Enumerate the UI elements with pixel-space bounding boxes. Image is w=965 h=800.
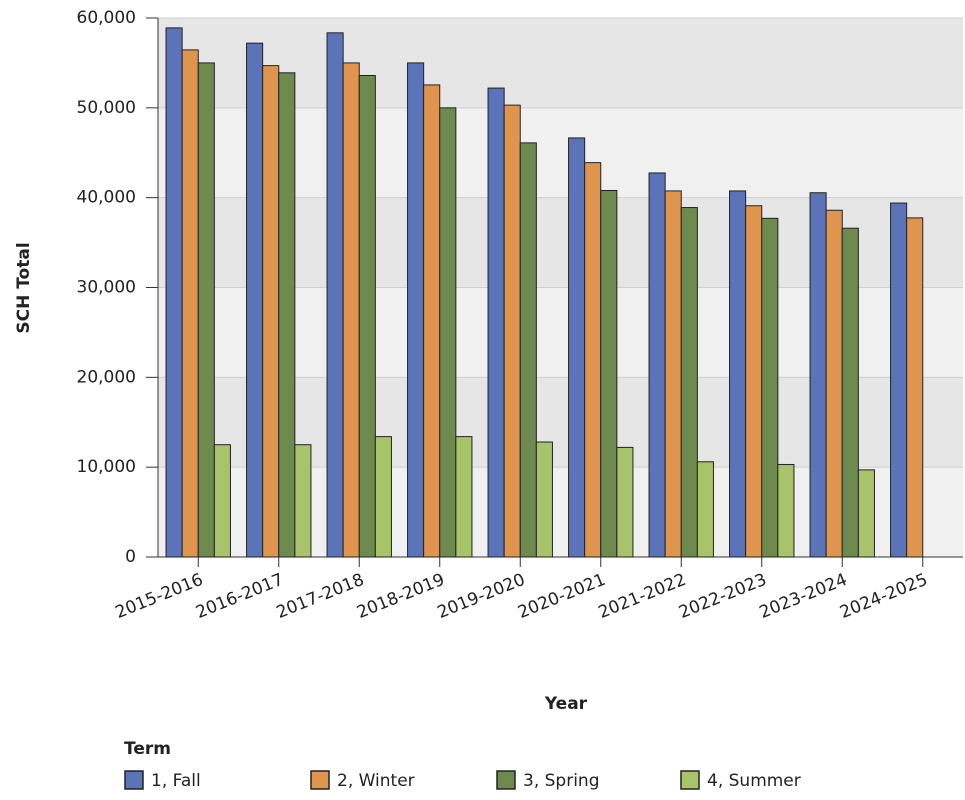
bar [584,162,602,558]
bar [342,62,360,558]
bar [326,32,344,558]
bar [181,49,199,558]
bar [423,84,441,558]
bar [165,27,183,558]
bar [455,436,473,558]
bar [825,209,843,558]
bar [568,137,586,558]
bar [374,436,392,558]
legend-swatch [496,770,516,790]
y-tick-label: 60,000 [77,8,136,28]
x-tick-label: 2016-2017 [193,570,286,623]
x-tick-label: 2017-2018 [274,570,367,623]
y-tick-label: 30,000 [77,278,136,298]
y-axis-label: SCH Total [14,242,34,333]
x-tick-label: 2024-2025 [837,570,930,623]
y-tick-label: 20,000 [77,367,136,387]
bar [197,62,215,558]
y-tick-label: 0 [125,547,136,567]
bar [487,87,505,558]
x-tick-label: 2021-2022 [596,570,689,623]
bar [294,444,312,558]
bar [777,463,795,558]
bar [358,74,376,558]
bar [439,107,457,558]
bar [664,190,682,558]
bar [600,189,618,558]
y-tick-label: 10,000 [77,457,136,477]
bar [906,217,924,558]
legend-label: 1, Fall [151,771,201,791]
legend-swatch [310,770,330,790]
x-tick-label: 2023-2024 [757,570,850,623]
bar [761,217,779,558]
legend-swatch [680,770,700,790]
bar [857,469,875,558]
legend-label: 2, Winter [337,771,415,791]
legend-swatch [124,770,144,790]
bar [841,227,859,558]
x-axis-label: Year [544,694,588,714]
x-tick-label: 2018-2019 [354,570,447,623]
bar [503,104,521,558]
y-tick-label: 50,000 [77,98,136,118]
bar [616,446,634,558]
bar [648,172,666,558]
legend-title: Term [124,739,171,759]
x-tick-label: 2020-2021 [515,570,608,623]
bar [890,202,908,558]
bar [680,207,698,558]
x-tick-label: 2015-2016 [113,570,206,623]
x-tick-label: 2022-2023 [676,570,769,623]
legend-label: 3, Spring [523,771,599,791]
bar [278,72,296,558]
y-tick-label: 40,000 [77,188,136,208]
bar [729,190,747,558]
x-tick-label: 2019-2020 [435,570,528,623]
bar [745,205,763,558]
bar [535,441,553,558]
bar [696,461,714,558]
bar [519,142,537,558]
legend-label: 4, Summer [707,771,801,791]
bar [246,42,264,558]
bar [262,65,280,558]
bar [407,62,425,558]
bar [213,444,231,558]
bar [809,192,827,558]
